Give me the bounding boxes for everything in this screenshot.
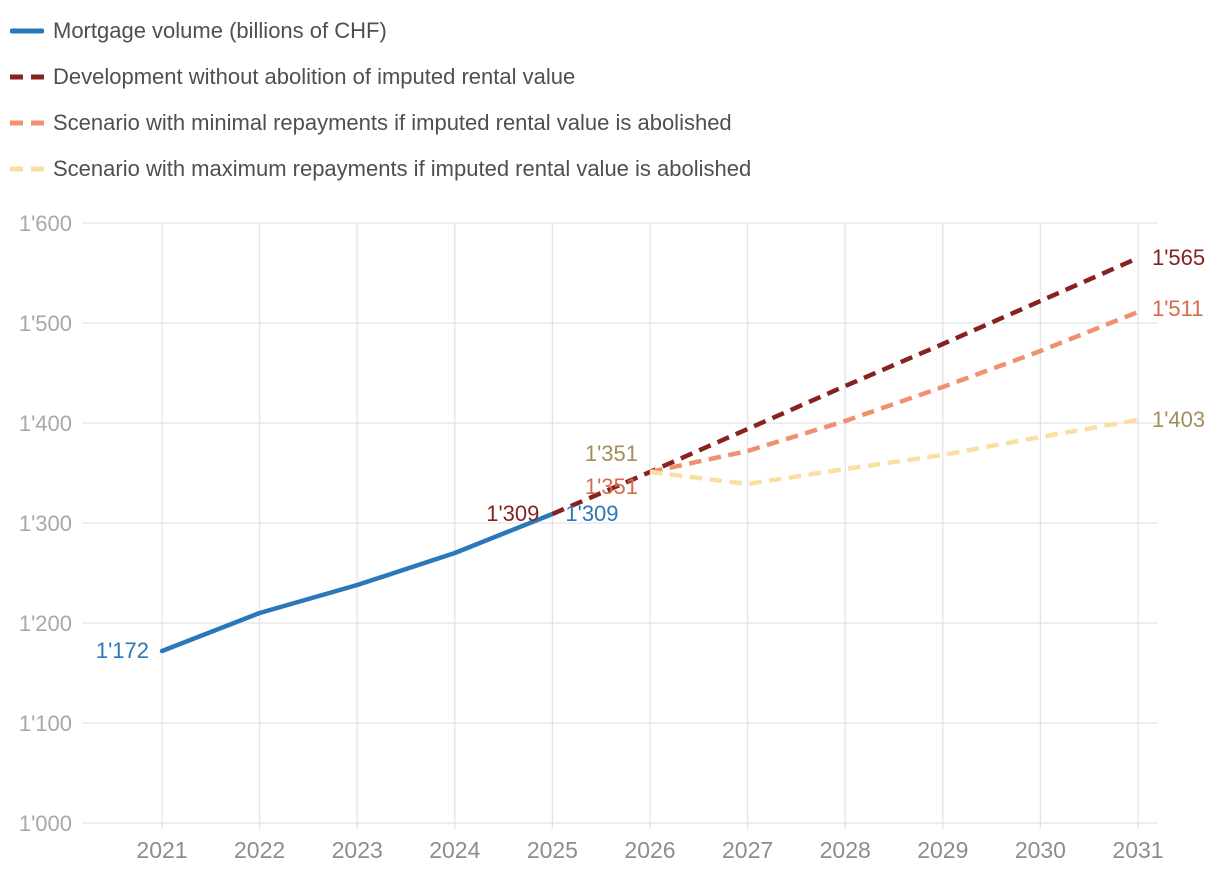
axis-tick-labels: 1'000 1'100 1'200 1'300 1'400 1'500 1'600 2021 2… — [19, 211, 1164, 863]
dashed-line-swatch-icon — [10, 74, 44, 80]
x-axis-tick-label: 2027 — [722, 837, 773, 863]
legend-item-label: Mortgage volume (billions of CHF) — [53, 18, 387, 43]
legend-item-label: Development without abolition of imputed… — [53, 64, 576, 89]
data-point-label: 1'309 — [565, 501, 618, 526]
y-axis-tick-label: 1'200 — [19, 611, 72, 636]
y-axis-tick-label: 1'100 — [19, 711, 72, 736]
y-axis-tick-label: 1'300 — [19, 511, 72, 536]
x-axis-tick-label: 2023 — [332, 837, 383, 863]
x-axis-tick-label: 2025 — [527, 837, 578, 863]
series-line-minimal-repayments — [649, 309, 1139, 475]
data-point-label: 1'565 — [1152, 245, 1205, 270]
data-point-label: 1'309 — [486, 501, 539, 526]
series-line-mortgage-volume — [159, 511, 555, 654]
x-axis-tick-label: 2029 — [917, 837, 968, 863]
chart-series — [159, 255, 1139, 654]
legend: Mortgage volume (billions of CHF) Develop… — [10, 8, 751, 192]
y-axis-tick-label: 1'600 — [19, 211, 72, 236]
dashed-line-swatch-icon — [10, 120, 44, 126]
y-axis-tick-label: 1'000 — [19, 811, 72, 836]
series-line-maximum-repayments — [649, 417, 1139, 487]
data-point-label: 1'511 — [1152, 296, 1204, 321]
legend-item: Development without abolition of imputed… — [10, 54, 751, 100]
gridlines — [82, 222, 1158, 829]
y-axis-tick-label: 1'400 — [19, 411, 72, 436]
dashed-line-swatch-icon — [10, 166, 44, 172]
legend-item: Scenario with minimal repayments if impu… — [10, 100, 751, 146]
data-point-label: 1'351 — [585, 441, 638, 466]
x-axis-tick-label: 2026 — [624, 837, 675, 863]
solid-line-swatch-icon — [10, 28, 44, 34]
data-point-label: 1'351 — [585, 474, 638, 499]
x-axis-tick-label: 2022 — [234, 837, 285, 863]
data-point-label: 1'403 — [1152, 407, 1205, 432]
data-point-label: 1'172 — [96, 638, 149, 663]
x-axis-tick-label: 2021 — [136, 837, 187, 863]
legend-item-label: Scenario with maximum repayments if impu… — [53, 156, 752, 181]
x-axis-tick-label: 2028 — [820, 837, 871, 863]
x-axis-tick-label: 2030 — [1015, 837, 1066, 863]
legend-item-label: Scenario with minimal repayments if impu… — [53, 110, 732, 135]
x-axis-tick-label: 2024 — [429, 837, 480, 863]
x-axis-tick-label: 2031 — [1112, 837, 1163, 863]
y-axis-tick-label: 1'500 — [19, 311, 72, 336]
legend-item: Scenario with maximum repayments if impu… — [10, 146, 751, 192]
legend-item: Mortgage volume (billions of CHF) — [10, 8, 751, 54]
